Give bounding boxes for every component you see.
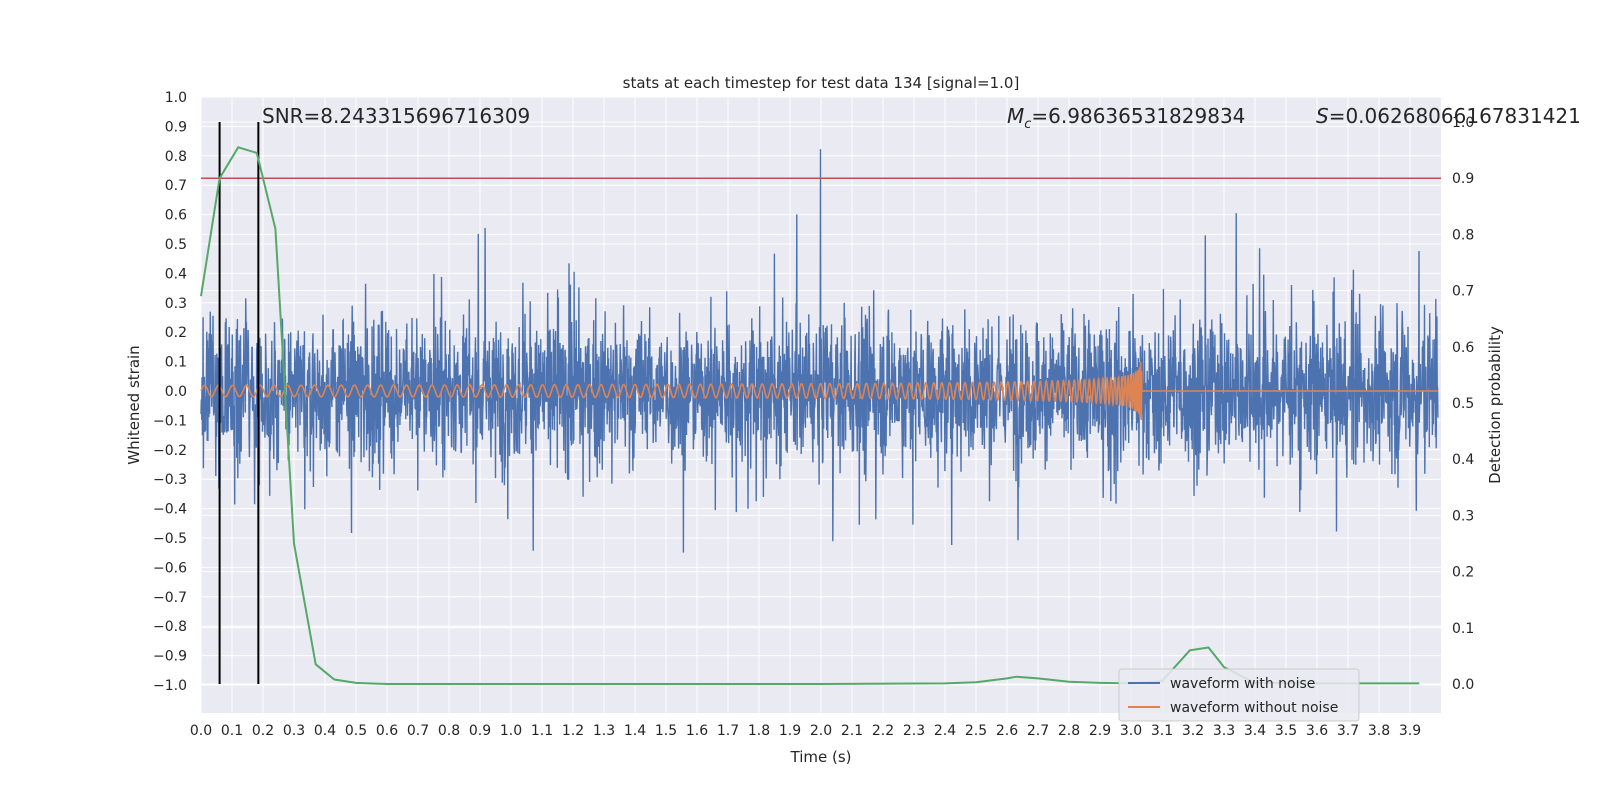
x-tick-label: 0.3 — [283, 723, 305, 739]
x-tick-label: 1.2 — [562, 723, 584, 739]
y-axis-title: Whitened strain — [125, 345, 143, 464]
x-tick-label: 0.5 — [345, 723, 367, 739]
x-tick-label: 3.3 — [1213, 723, 1235, 739]
y2-tick-label: 0.7 — [1452, 284, 1474, 300]
y-tick-label: −0.2 — [153, 443, 187, 459]
s-symbol: S — [1316, 104, 1329, 128]
x-tick-label: 0.7 — [407, 723, 429, 739]
x-tick-label: 1.1 — [531, 723, 553, 739]
x-tick-label: 1.5 — [655, 723, 677, 739]
y2-tick-label: 0.1 — [1452, 621, 1474, 637]
y2-tick-label: 0.4 — [1452, 452, 1474, 468]
y-tick-label: 0.0 — [165, 384, 187, 400]
x-tick-label: 2.6 — [996, 723, 1018, 739]
x-tick-label: 1.6 — [686, 723, 708, 739]
x-tick-label: 3.6 — [1306, 723, 1328, 739]
y-tick-label: 0.5 — [165, 237, 187, 253]
x-tick-label: 0.0 — [190, 723, 212, 739]
y-tick-label: −0.3 — [153, 472, 187, 488]
plot-title: stats at each timestep for test data 134… — [623, 74, 1020, 92]
x-tick-label: 3.2 — [1182, 723, 1204, 739]
y-tick-label: 0.2 — [165, 325, 187, 341]
noisy-waveform-line — [200, 149, 1439, 553]
x-tick-label: 3.8 — [1368, 723, 1390, 739]
x-tick-label: 1.8 — [748, 723, 770, 739]
y2-tick-label: 0.3 — [1452, 508, 1474, 524]
x-tick-label: 2.0 — [810, 723, 832, 739]
x-tick-label: 0.4 — [314, 723, 336, 739]
y-tick-label: 0.7 — [165, 178, 187, 194]
y-tick-label: −1.0 — [153, 678, 187, 694]
x-tick-label: 2.8 — [1058, 723, 1080, 739]
chirp-mass-subscript: c — [1024, 117, 1031, 132]
x-tick-label: 0.8 — [438, 723, 460, 739]
x-tick-label: 3.4 — [1244, 723, 1266, 739]
x-tick-label: 1.7 — [717, 723, 739, 739]
s-value: =0.06268066167831421 — [1329, 104, 1581, 128]
y-tick-label: −0.1 — [153, 413, 187, 429]
x-tick-label: 2.1 — [841, 723, 863, 739]
y2-tick-label: 0.0 — [1452, 677, 1474, 693]
x-tick-label: 2.3 — [903, 723, 925, 739]
y-tick-label: 1.0 — [165, 90, 187, 106]
x-tick-label: 1.9 — [779, 723, 801, 739]
x-tick-label: 2.9 — [1089, 723, 1111, 739]
y2-tick-label: 0.8 — [1452, 227, 1474, 243]
x-tick-label: 3.9 — [1399, 723, 1421, 739]
probability-line — [200, 146, 1420, 685]
snr-annotation: SNR=8.243315696716309 — [262, 104, 530, 128]
clean-waveform-line — [200, 361, 1438, 421]
chirp-mass-annotation: Mc=6.98636531829834 — [1007, 104, 1245, 132]
y-tick-label: −0.7 — [153, 590, 187, 606]
legend-label-clean: waveform without noise — [1170, 700, 1338, 716]
y2-axis-title: Detection probability — [1486, 326, 1504, 484]
x-tick-label: 3.7 — [1337, 723, 1359, 739]
y-tick-label: 0.3 — [165, 296, 187, 312]
x-tick-label: 1.3 — [593, 723, 615, 739]
y2-tick-label: 0.2 — [1452, 565, 1474, 581]
x-tick-label: 1.0 — [500, 723, 522, 739]
x-tick-label: 2.5 — [965, 723, 987, 739]
x-tick-label: 2.4 — [934, 723, 956, 739]
x-tick-label: 2.7 — [1027, 723, 1049, 739]
y-tick-label: 0.8 — [165, 149, 187, 165]
chirp-mass-symbol: M — [1007, 104, 1024, 128]
y-tick-label: 0.1 — [165, 355, 187, 371]
x-tick-label: 0.2 — [252, 723, 274, 739]
y-tick-label: 0.9 — [165, 119, 187, 135]
x-tick-labels: 0.0 0.1 0.2 0.3 0.4 0.5 0.6 0.7 0.8 0.9 1.0 1.1 1.2 1… — [190, 723, 1421, 739]
x-tick-label: 0.1 — [221, 723, 243, 739]
x-axis-title: Time (s) — [790, 748, 852, 766]
y2-tick-label: 0.6 — [1452, 340, 1474, 356]
probability-series — [200, 146, 1420, 685]
y-tick-label: −0.6 — [153, 560, 187, 576]
y-tick-label: −0.9 — [153, 649, 187, 665]
x-tick-label: 2.2 — [872, 723, 894, 739]
reference-lines — [201, 122, 1441, 684]
y-tick-label: 0.6 — [165, 208, 187, 224]
clean-waveform-series — [200, 361, 1438, 421]
x-tick-label: 1.4 — [624, 723, 646, 739]
x-tick-label: 3.1 — [1151, 723, 1173, 739]
y-tick-labels: 1.0 0.9 0.8 0.7 0.6 0.5 0.4 0.3 0.2 0.1 0.0 −0.1 −0.… — [153, 90, 187, 694]
x-tick-label: 3.0 — [1120, 723, 1142, 739]
noisy-waveform-series — [200, 149, 1439, 553]
y2-tick-label: 1.0 — [1452, 115, 1474, 131]
y-tick-label: 0.4 — [165, 266, 187, 282]
x-tick-label: 3.5 — [1275, 723, 1297, 739]
y-tick-label: −0.8 — [153, 619, 187, 635]
y2-tick-label: 0.5 — [1452, 396, 1474, 412]
y-tick-label: −0.4 — [153, 502, 187, 518]
y-tick-label: −0.5 — [153, 531, 187, 547]
x-tick-label: 0.9 — [469, 723, 491, 739]
y2-tick-label: 0.9 — [1452, 171, 1474, 187]
x-tick-label: 0.6 — [376, 723, 398, 739]
s-annotation: S=0.06268066167831421 — [1316, 104, 1581, 128]
legend-box — [1118, 668, 1360, 722]
chirp-mass-value: =6.98636531829834 — [1031, 104, 1245, 128]
legend-label-noisy: waveform with noise — [1170, 676, 1315, 692]
y2-tick-labels: 1.0 0.9 0.8 0.7 0.6 0.5 0.4 0.3 0.2 0.1 0.0 — [1452, 115, 1474, 693]
legend: waveform with noise waveform without noi… — [1118, 668, 1360, 722]
